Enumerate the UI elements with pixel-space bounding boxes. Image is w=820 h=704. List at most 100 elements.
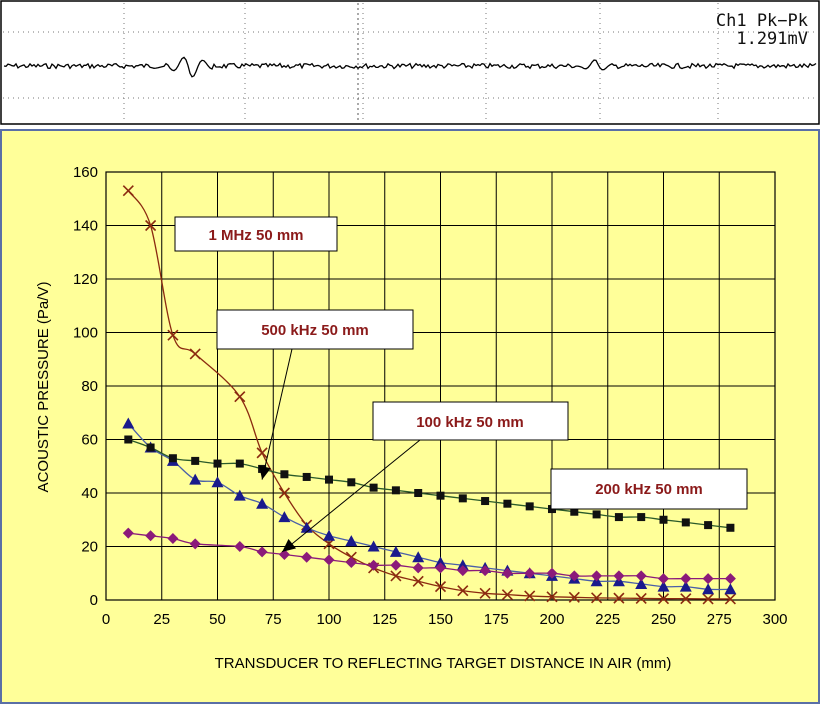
- series-3-point-23: [658, 573, 669, 585]
- series-3: [122, 527, 736, 585]
- series-0-point-16: [501, 589, 513, 601]
- series-3-point-18: [546, 567, 558, 579]
- series-1-point-27: [724, 583, 737, 595]
- x-tick-label-1: 25: [153, 611, 170, 628]
- series-1-point-24: [657, 580, 670, 592]
- callout-1mhz-label: 1 MHz 50 mm: [208, 227, 303, 244]
- series-0-point-4: [234, 391, 246, 403]
- series-0-point-24: [680, 593, 692, 605]
- series-3-point-8: [323, 554, 335, 566]
- y-tick-label-7: 140: [73, 218, 98, 235]
- series-0-point-21: [613, 592, 625, 604]
- series-2-point-18: [525, 502, 534, 511]
- series-3-point-16: [501, 567, 513, 579]
- series-2-point-24: [659, 515, 668, 524]
- callout-200khz-label: 200 kHz 50 mm: [595, 481, 703, 498]
- series-1-point-3: [189, 473, 202, 485]
- series-2-point-10: [347, 478, 356, 487]
- series-2-point-15: [458, 494, 467, 503]
- series-3-point-24: [680, 573, 692, 585]
- series-2-point-20: [570, 507, 579, 516]
- series-2-point-3: [191, 456, 200, 465]
- series-3-point-12: [412, 562, 424, 574]
- series-2-point-17: [503, 499, 512, 508]
- scope-frame: [0, 0, 820, 125]
- series-2-point-0: [124, 435, 133, 444]
- series-1-point-4: [211, 476, 224, 488]
- series-0-point-15: [479, 587, 491, 599]
- x-tick-label-5: 125: [372, 611, 397, 628]
- y-tick-label-1: 20: [81, 539, 98, 556]
- series-2-point-11: [369, 483, 378, 492]
- series-0-point-0: [122, 185, 134, 197]
- series-2-point-9: [325, 475, 333, 484]
- callout-leaders: [259, 348, 421, 553]
- series-0-point-26: [724, 593, 736, 605]
- series-0-point-3: [189, 348, 201, 360]
- series-2-point-1: [146, 443, 155, 452]
- callout-1mhz-box: [174, 216, 338, 252]
- x-tick-label-11: 275: [707, 611, 732, 628]
- series-2-point-22: [614, 513, 623, 522]
- series-1-point-12: [389, 545, 402, 557]
- series-1-point-6: [256, 497, 269, 509]
- scope-readout-label: Ch1 Pk−Pk: [716, 11, 808, 31]
- series-3-point-1: [145, 530, 157, 542]
- callout-500khz-label: 500 kHz 50 mm: [261, 322, 369, 339]
- plot-area-frame: [105, 171, 776, 601]
- series-2-point-4: [213, 459, 222, 468]
- callout-500khz: 500 kHz 50 mm: [216, 309, 414, 350]
- series-1-point-13: [412, 551, 425, 563]
- series-3-point-11: [390, 559, 402, 571]
- y-tick-label-4: 80: [81, 378, 98, 395]
- x-axis-title: TRANSDUCER TO REFLECTING TARGET DISTANCE…: [215, 655, 672, 672]
- series-0-point-20: [591, 592, 603, 604]
- series-2-point-27: [726, 523, 735, 532]
- x-tick-label-9: 225: [595, 611, 620, 628]
- callout-200khz: 200 kHz 50 mm: [550, 468, 748, 510]
- series-1-point-14: [434, 556, 447, 568]
- callout-100khz-label: 100 kHz 50 mm: [416, 414, 524, 431]
- series-1-point-5: [233, 489, 246, 501]
- series-3-point-4: [234, 541, 246, 552]
- y-axis-ticks: 0 20 40 60 80 100 120 140 160: [73, 164, 98, 609]
- x-tick-label-8: 200: [539, 611, 564, 628]
- series-2-point-21: [592, 510, 601, 519]
- scope-readout-value: 1.291mV: [736, 29, 808, 49]
- series-1-point-11: [367, 540, 380, 552]
- scope-waveform: [3, 56, 817, 78]
- series-3-point-5: [256, 546, 268, 558]
- series-2-point-26: [704, 521, 713, 530]
- series-0-point-22: [635, 592, 647, 604]
- series-1-point-26: [702, 583, 715, 595]
- acoustic-pressure-chart: 0 20 40 60 80 100 120 140 160 0 25 50 75 100 125 150 17…: [0, 129, 820, 704]
- series-2-point-8: [302, 472, 311, 481]
- y-tick-label-8: 160: [73, 164, 98, 181]
- callout-200khz-box: [550, 468, 748, 510]
- series-0-point-12: [412, 575, 424, 587]
- series-1-point-15: [456, 559, 469, 571]
- series-3-point-14: [457, 565, 469, 577]
- series-1-point-7: [278, 511, 291, 523]
- series-3-point-6: [278, 549, 290, 561]
- series-1-line: [127, 423, 731, 591]
- x-tick-label-3: 75: [265, 611, 282, 628]
- series-3-point-15: [479, 565, 491, 577]
- series-0-point-19: [568, 591, 580, 603]
- series-1-point-0: [122, 417, 135, 429]
- leader-500khz: [259, 348, 293, 480]
- series-0-point-5: [256, 447, 268, 459]
- series-2-point-16: [481, 497, 490, 506]
- y-axis-title: ACOUSTIC PRESSURE (Pa/V): [35, 282, 52, 493]
- series-0-point-2: [167, 329, 179, 341]
- series-3-point-26: [724, 573, 736, 585]
- series-2-point-14: [436, 491, 445, 500]
- series-1-point-23: [635, 577, 648, 589]
- series-3-point-22: [635, 570, 647, 582]
- oscilloscope-trace-panel: Ch1 Pk−Pk 1.291mV: [0, 0, 820, 125]
- series-2-point-12: [391, 486, 400, 495]
- callout-1mhz: 1 MHz 50 mm: [174, 216, 338, 252]
- x-tick-label-12: 300: [762, 611, 787, 628]
- series-3-point-20: [591, 570, 603, 582]
- series-2-point-7: [280, 470, 289, 479]
